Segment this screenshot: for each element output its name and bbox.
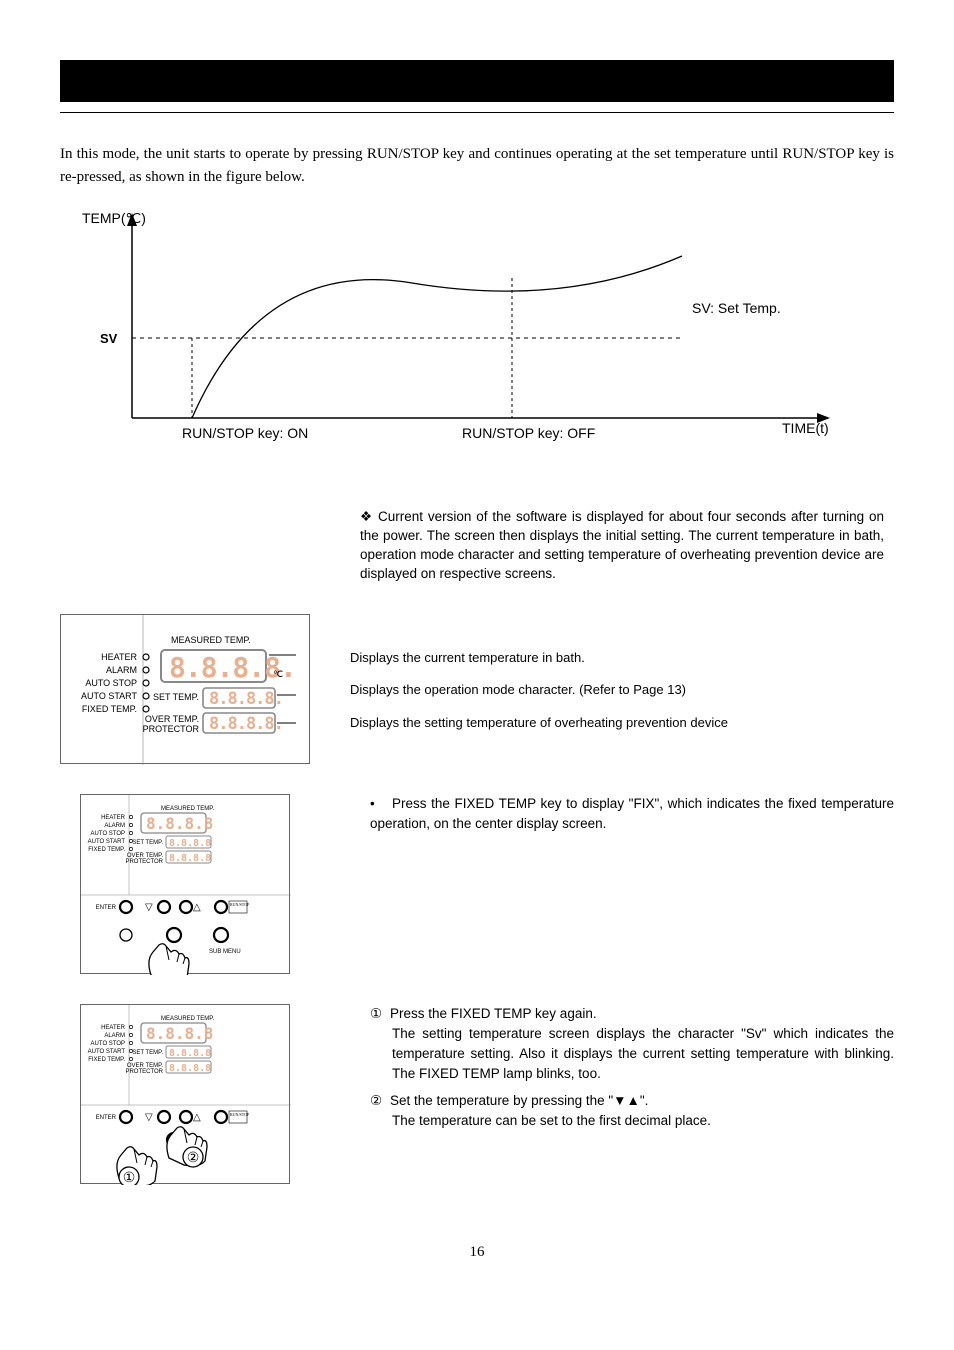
step-number-2: ② — [370, 1091, 390, 1111]
desc-line-2: Displays the operation mode character. (… — [350, 674, 894, 707]
svg-text:AUTO STOP: AUTO STOP — [91, 831, 125, 837]
panel-display-descriptions: Displays the current temperature in bath… — [350, 614, 894, 740]
svg-text:8.8.8.8: 8.8.8.8 — [169, 853, 211, 864]
svg-text:▽: ▽ — [145, 1112, 153, 1123]
svg-text:ALARM: ALARM — [104, 823, 125, 829]
intro-paragraph: In this mode, the unit starts to operate… — [60, 143, 894, 188]
svg-text:PROTECTOR: PROTECTOR — [143, 724, 200, 734]
svg-text:RUN/STOP: RUN/STOP — [230, 902, 250, 907]
pointer-hand-icon — [149, 943, 189, 974]
svg-text:HEATER: HEATER — [101, 1025, 126, 1031]
desc-line-1: Displays the current temperature in bath… — [350, 642, 894, 675]
svg-text:MEASURED TEMP.: MEASURED TEMP. — [171, 635, 251, 645]
step1-instructions: •Press the FIXED TEMP key to display "FI… — [370, 794, 894, 841]
header-divider — [60, 112, 894, 113]
page-number: 16 — [60, 1244, 894, 1261]
desc-line-3: Displays the setting temperature of over… — [350, 707, 894, 740]
svg-text:▽: ▽ — [145, 902, 153, 913]
svg-text:△: △ — [193, 1112, 201, 1123]
svg-text:①: ① — [123, 1171, 136, 1185]
svg-text:RUN/STOP: RUN/STOP — [230, 1112, 250, 1117]
svg-text:SET TEMP.: SET TEMP. — [132, 840, 163, 846]
svg-text:HEATER: HEATER — [101, 652, 137, 662]
svg-text:℃: ℃ — [273, 669, 283, 679]
svg-text:AUTO STOP: AUTO STOP — [85, 678, 137, 688]
x-axis-label: TIME(t) — [782, 420, 829, 436]
diamond-bullet-icon: ❖ — [360, 508, 378, 527]
control-panel-display: MEASURED TEMP. HEATER ALARM AUTO STOP AU… — [60, 614, 310, 764]
svg-text:SUB MENU: SUB MENU — [209, 949, 241, 955]
svg-text:ENTER: ENTER — [96, 1115, 117, 1121]
step-number-1: ① — [370, 1004, 390, 1024]
svg-text:8.8.8.8: 8.8.8.8 — [169, 1048, 211, 1059]
control-panel-step1: MEASURED TEMP. HEATER ALARM AUTO STOP AU… — [80, 794, 290, 974]
svg-text:FIXED TEMP.: FIXED TEMP. — [88, 1057, 125, 1063]
header-black-bar — [60, 60, 894, 102]
bullet-icon: • — [370, 794, 392, 814]
svg-text:AUTO START: AUTO START — [88, 1049, 126, 1055]
y-axis-label: TEMP(℃) — [82, 210, 146, 226]
temperature-chart: TEMP(℃) SV SV: Set Temp. TIME(t) RUN/STO… — [60, 208, 894, 468]
svg-text:8.8.8.8.: 8.8.8.8. — [209, 714, 283, 734]
svg-text:△: △ — [193, 902, 201, 913]
svg-text:ALARM: ALARM — [104, 1033, 125, 1039]
svg-text:ENTER: ENTER — [96, 905, 117, 911]
svg-text:MEASURED TEMP.: MEASURED TEMP. — [161, 1016, 214, 1022]
sv-legend: SV: Set Temp. — [692, 300, 781, 316]
svg-text:FIXED TEMP.: FIXED TEMP. — [82, 704, 137, 714]
svg-text:8.8.8.8.: 8.8.8.8. — [209, 689, 283, 709]
run-off-label: RUN/STOP key: OFF — [462, 425, 595, 441]
svg-text:ALARM: ALARM — [106, 665, 137, 675]
svg-text:PROTECTOR: PROTECTOR — [125, 859, 163, 865]
svg-text:8.8.8.8.: 8.8.8.8. — [169, 651, 296, 684]
svg-text:8.8.8.8: 8.8.8.8 — [146, 1024, 213, 1043]
step2-instructions: ①Press the FIXED TEMP key again. The set… — [370, 1004, 894, 1138]
svg-text:FIXED TEMP.: FIXED TEMP. — [88, 847, 125, 853]
svg-text:AUTO STOP: AUTO STOP — [91, 1041, 125, 1047]
svg-text:SET TEMP.: SET TEMP. — [153, 692, 199, 702]
svg-text:8.8.8.8: 8.8.8.8 — [169, 1063, 211, 1074]
control-panel-step2: MEASURED TEMP. HEATER ALARM AUTO STOP AU… — [80, 1004, 290, 1184]
svg-text:MEASURED TEMP.: MEASURED TEMP. — [161, 806, 214, 812]
svg-text:HEATER: HEATER — [101, 815, 126, 821]
svg-text:8.8.8.8: 8.8.8.8 — [169, 838, 211, 849]
software-version-note: ❖Current version of the software is disp… — [360, 508, 894, 584]
svg-text:8.8.8.8: 8.8.8.8 — [146, 814, 213, 833]
svg-text:AUTO START: AUTO START — [81, 691, 138, 701]
svg-text:AUTO START: AUTO START — [88, 839, 126, 845]
svg-text:OVER TEMP.: OVER TEMP. — [145, 714, 199, 724]
run-on-label: RUN/STOP key: ON — [182, 425, 308, 441]
svg-text:PROTECTOR: PROTECTOR — [125, 1069, 163, 1075]
svg-text:②: ② — [187, 1151, 200, 1166]
svg-text:SET TEMP.: SET TEMP. — [132, 1050, 163, 1056]
sv-axis-label: SV — [100, 331, 118, 346]
